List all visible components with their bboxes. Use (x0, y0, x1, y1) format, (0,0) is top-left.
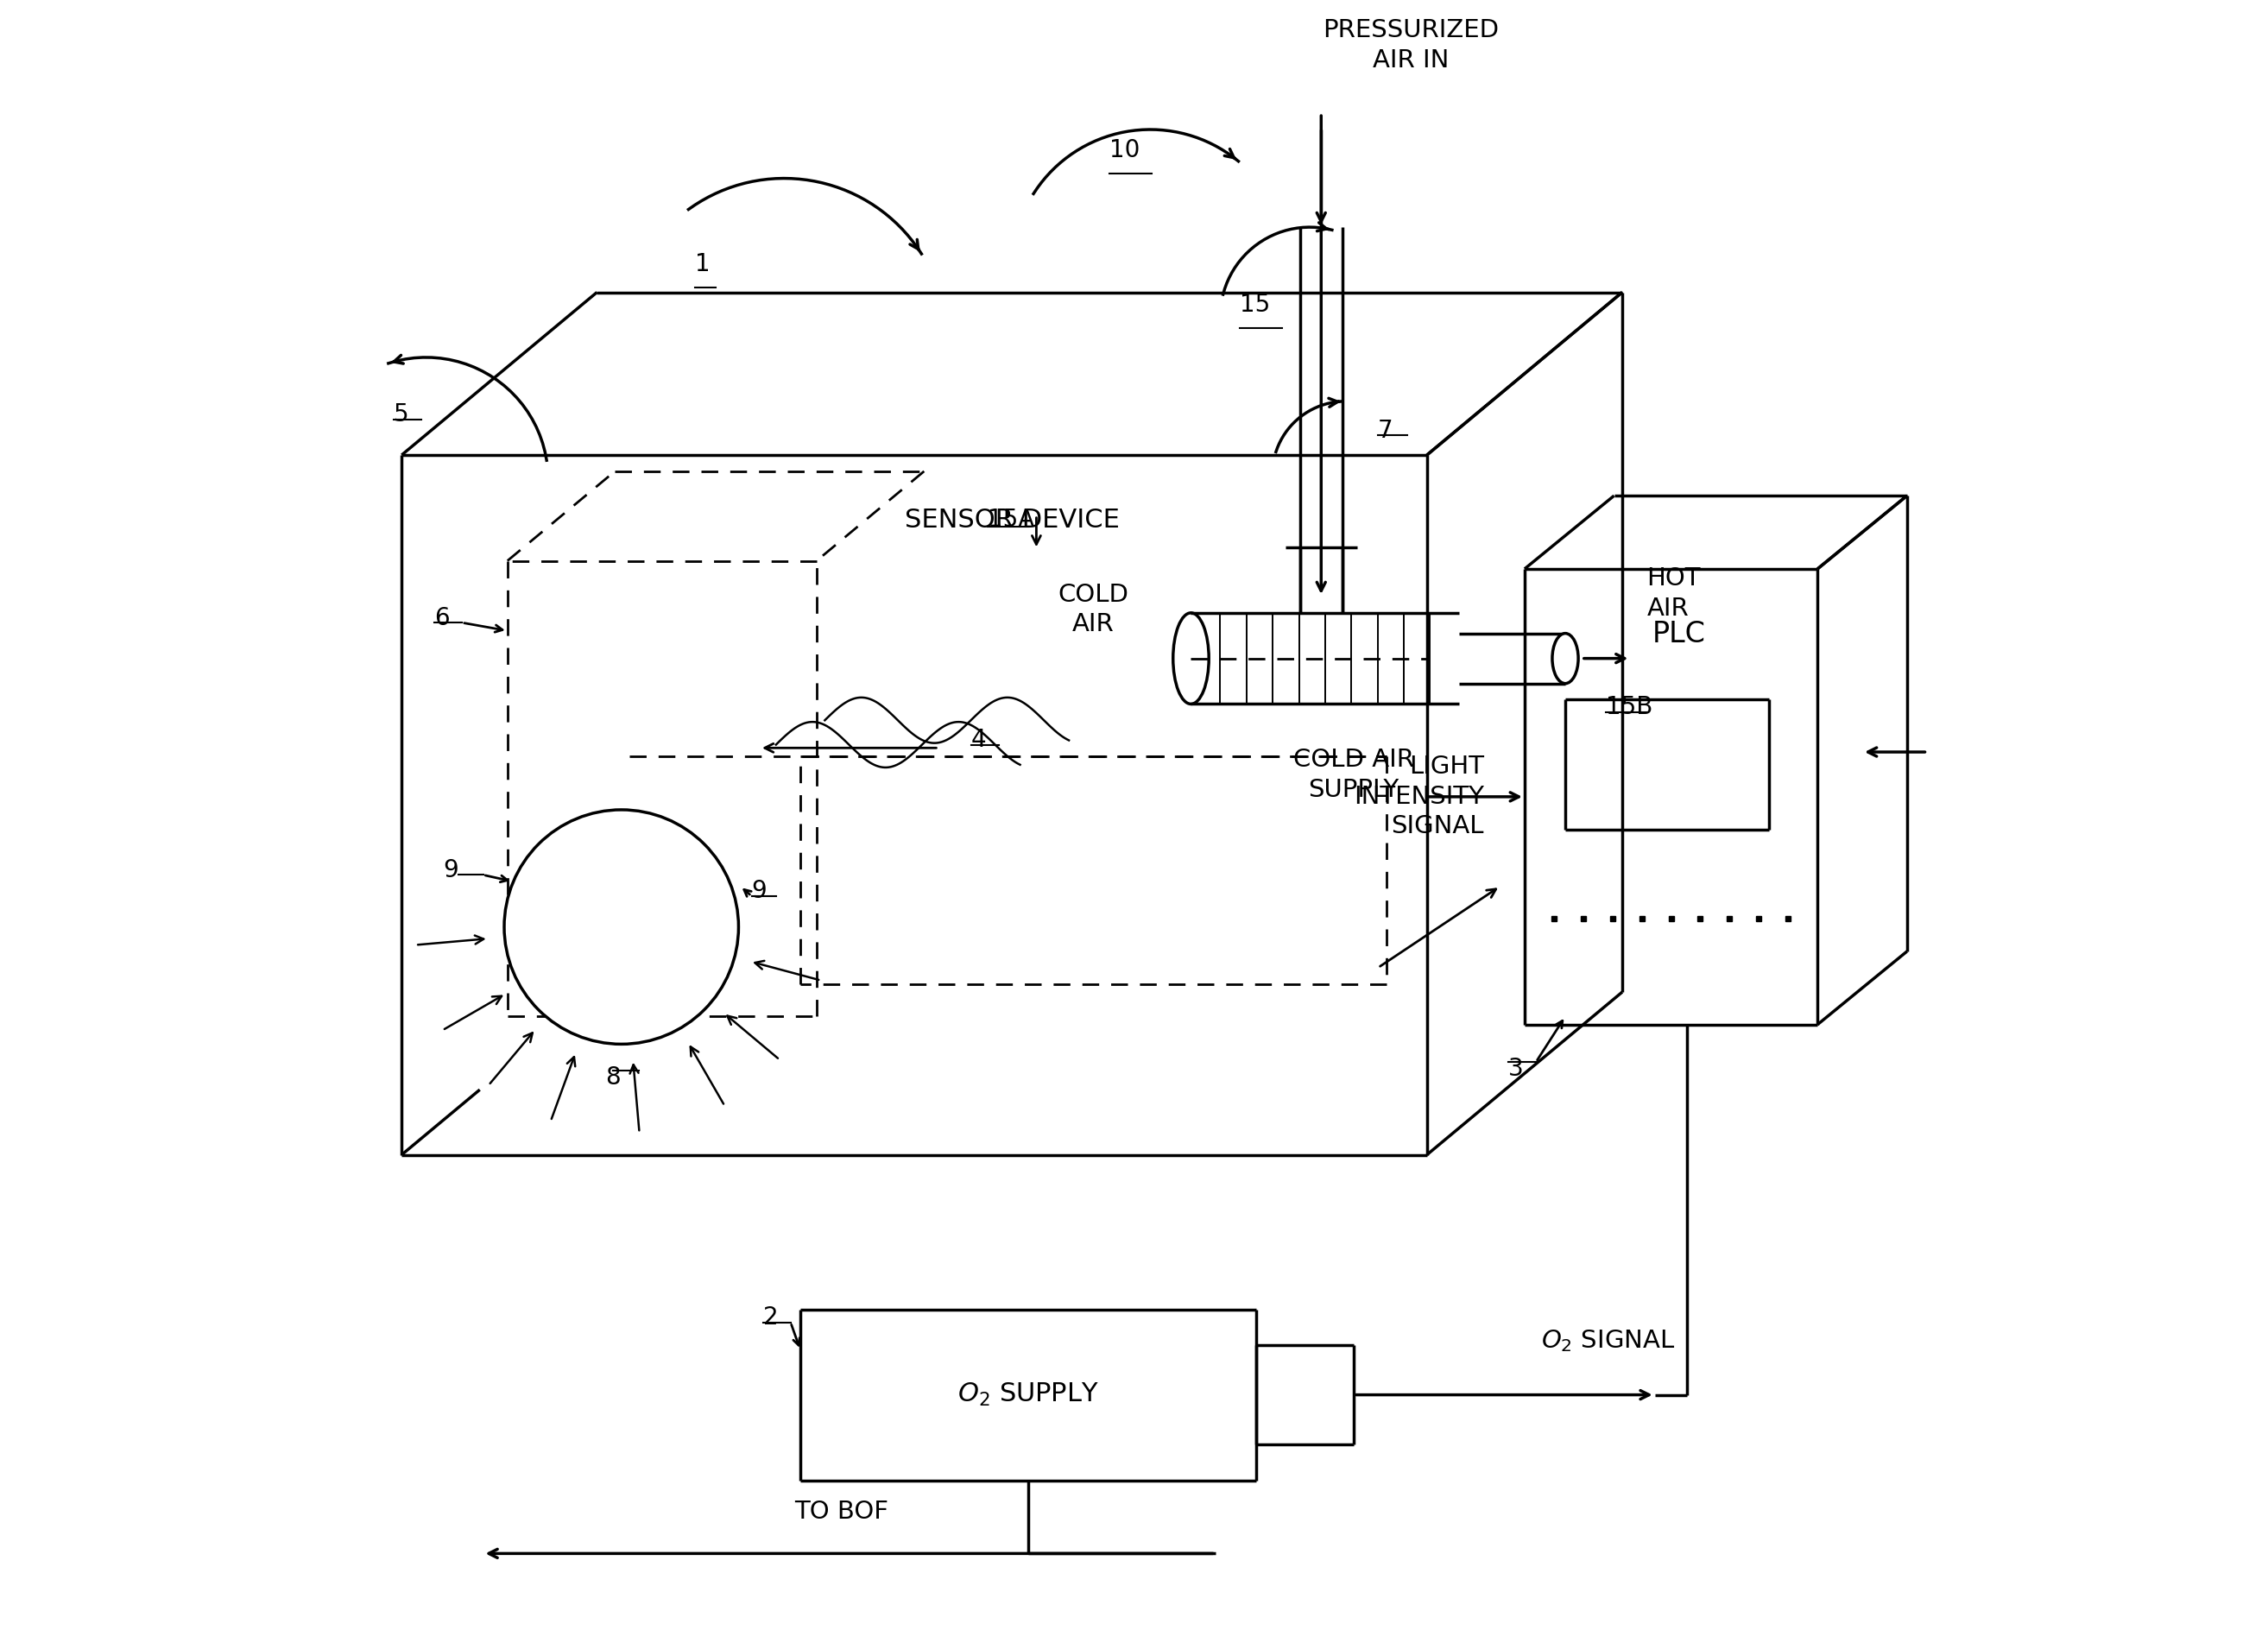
Circle shape (503, 810, 739, 1044)
Text: 1: 1 (694, 252, 710, 275)
Ellipse shape (1551, 633, 1579, 683)
Text: PLC: PLC (1653, 620, 1706, 648)
Text: $O_2$ SUPPLY: $O_2$ SUPPLY (957, 1382, 1100, 1408)
Text: 15A: 15A (987, 508, 1034, 533)
Text: 7: 7 (1379, 419, 1393, 442)
Text: 10: 10 (1109, 139, 1141, 162)
Text: COLD AIR
SUPPLY: COLD AIR SUPPLY (1293, 749, 1415, 801)
Text: 9: 9 (751, 879, 767, 904)
Text: HOT
AIR: HOT AIR (1647, 566, 1701, 620)
Text: 4: 4 (971, 727, 987, 752)
Text: SENSOR DEVICE: SENSOR DEVICE (905, 508, 1120, 533)
Text: PRESSURIZED
AIR IN: PRESSURIZED AIR IN (1322, 18, 1499, 73)
Text: COLD
AIR: COLD AIR (1057, 582, 1129, 637)
Text: 3: 3 (1508, 1057, 1524, 1082)
Text: 8: 8 (606, 1065, 621, 1090)
Text: 9: 9 (442, 857, 458, 882)
Text: 5: 5 (395, 402, 408, 427)
Text: $O_2$ SIGNAL: $O_2$ SIGNAL (1540, 1329, 1676, 1354)
Text: 15B: 15B (1606, 696, 1653, 719)
Text: 15: 15 (1241, 292, 1270, 317)
Text: 6: 6 (433, 605, 449, 630)
Text: LIGHT
INTENSITY
SIGNAL: LIGHT INTENSITY SIGNAL (1354, 755, 1483, 839)
Text: TO BOF: TO BOF (794, 1501, 889, 1524)
Text: 2: 2 (762, 1306, 778, 1329)
